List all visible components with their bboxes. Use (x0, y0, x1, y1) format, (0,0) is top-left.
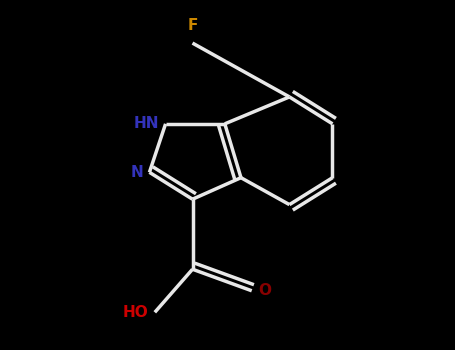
Text: N: N (130, 165, 143, 180)
Text: F: F (187, 19, 197, 33)
Text: HO: HO (122, 305, 148, 320)
Text: O: O (258, 283, 271, 298)
Text: HN: HN (134, 116, 159, 131)
